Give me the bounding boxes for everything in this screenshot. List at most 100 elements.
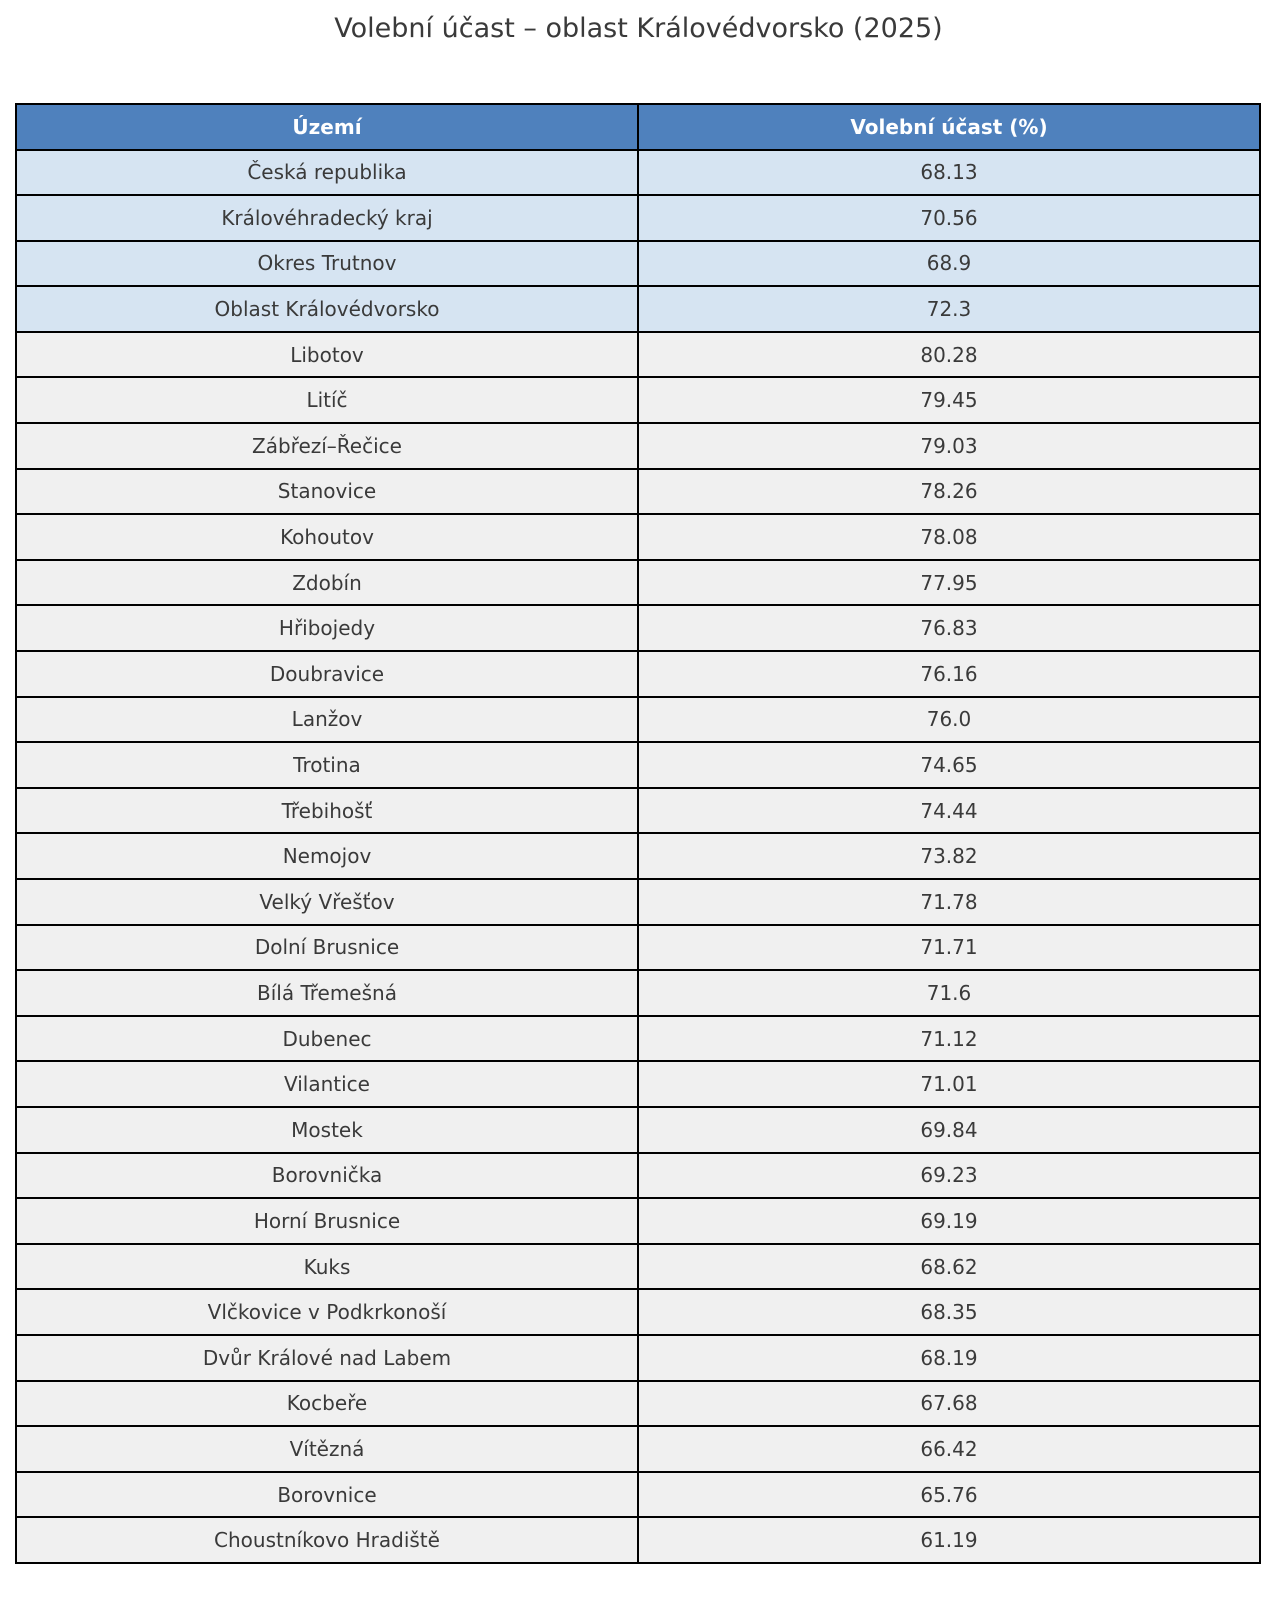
- table-row: Mostek 69.84: [15, 1105, 1261, 1154]
- table-row: Bílá Třemešná 71.6: [15, 969, 1261, 1017]
- turnout-cell: 71.01: [637, 1060, 1261, 1108]
- turnout-cell: 72.3: [637, 285, 1261, 333]
- turnout-cell: 71.78: [637, 878, 1261, 926]
- territory-cell: Borovnice: [15, 1470, 639, 1519]
- turnout-cell: 71.6: [637, 969, 1261, 1017]
- territory-cell: Mostek: [15, 1105, 639, 1154]
- territory-cell: Doubravice: [15, 650, 639, 698]
- table-row: Borovnice 65.76: [15, 1470, 1261, 1519]
- turnout-cell: 69.19: [637, 1197, 1261, 1245]
- column-header-turnout: Volební účast (%): [637, 103, 1261, 151]
- territory-cell: Zdobín: [15, 558, 639, 607]
- territory-cell: Zábřezí–Řečice: [15, 422, 639, 470]
- turnout-cell: 65.76: [637, 1470, 1261, 1519]
- territory-cell: Královéhradecký kraj: [15, 194, 639, 242]
- turnout-cell: 68.13: [637, 148, 1261, 197]
- table-row: Kocbeře 67.68: [15, 1379, 1261, 1428]
- turnout-cell: 76.83: [637, 604, 1261, 653]
- turnout-cell: 74.65: [637, 741, 1261, 789]
- turnout-cell: 78.26: [637, 467, 1261, 516]
- territory-cell: Kohoutov: [15, 513, 639, 561]
- table-row: Litíč 79.45: [15, 376, 1261, 425]
- table-row: Okres Trutnov 68.9: [15, 239, 1261, 288]
- territory-cell: Česká republika: [15, 148, 639, 197]
- territory-cell: Borovnička: [15, 1151, 639, 1200]
- table-row: Stanovice 78.26: [15, 467, 1261, 516]
- table-row: Nemojov 73.82: [15, 832, 1261, 880]
- territory-cell: Dubenec: [15, 1014, 639, 1063]
- table-row: Doubravice 76.16: [15, 650, 1261, 698]
- turnout-cell: 77.95: [637, 558, 1261, 607]
- table-row: Kuks 68.62: [15, 1242, 1261, 1291]
- table-row: Choustníkovo Hradiště 61.19: [15, 1516, 1261, 1564]
- table-row: Velký Vřešťov 71.78: [15, 878, 1261, 926]
- territory-cell: Kuks: [15, 1242, 639, 1291]
- territory-cell: Vilantice: [15, 1060, 639, 1108]
- turnout-cell: 61.19: [637, 1516, 1261, 1564]
- turnout-cell: 76.16: [637, 650, 1261, 698]
- turnout-cell: 70.56: [637, 194, 1261, 242]
- table-row: Zábřezí–Řečice 79.03: [15, 422, 1261, 470]
- table-row: Třebihošť 74.44: [15, 786, 1261, 835]
- table-row: Vítězná 66.42: [15, 1425, 1261, 1473]
- territory-cell: Vítězná: [15, 1425, 639, 1473]
- table-body: Česká republika 68.13 Královéhradecký kraj…: [15, 148, 1261, 1564]
- turnout-cell: 74.44: [637, 786, 1261, 835]
- turnout-cell: 79.03: [637, 422, 1261, 470]
- territory-cell: Dvůr Králové nad Labem: [15, 1333, 639, 1382]
- header-row: Území Volební účast (%): [15, 103, 1261, 151]
- table-row: Zdobín 77.95: [15, 558, 1261, 607]
- territory-cell: Kocbeře: [15, 1379, 639, 1428]
- table-row: Česká republika 68.13: [15, 148, 1261, 197]
- table-row: Trotina 74.65: [15, 741, 1261, 789]
- table-row: Libotov 80.28: [15, 330, 1261, 379]
- table-row: Dolní Brusnice 71.71: [15, 923, 1261, 972]
- territory-cell: Stanovice: [15, 467, 639, 516]
- turnout-cell: 73.82: [637, 832, 1261, 880]
- table-row: Borovnička 69.23: [15, 1151, 1261, 1200]
- table-row: Horní Brusnice 69.19: [15, 1197, 1261, 1245]
- page-title: Volební účast – oblast Královédvorsko (2…: [334, 13, 943, 44]
- territory-cell: Dolní Brusnice: [15, 923, 639, 972]
- turnout-cell: 67.68: [637, 1379, 1261, 1428]
- table-row: Lanžov 76.0: [15, 695, 1261, 744]
- territory-cell: Vlčkovice v Podkrkonoší: [15, 1288, 639, 1336]
- turnout-cell: 68.62: [637, 1242, 1261, 1291]
- territory-cell: Třebihošť: [15, 786, 639, 835]
- territory-cell: Litíč: [15, 376, 639, 425]
- turnout-cell: 68.35: [637, 1288, 1261, 1336]
- turnout-cell: 69.84: [637, 1105, 1261, 1154]
- table-row: Hřibojedy 76.83: [15, 604, 1261, 653]
- table-header: Území Volební účast (%): [15, 103, 1261, 151]
- turnout-cell: 68.9: [637, 239, 1261, 288]
- territory-cell: Velký Vřešťov: [15, 878, 639, 926]
- column-header-territory: Území: [15, 103, 639, 151]
- territory-cell: Hřibojedy: [15, 604, 639, 653]
- turnout-cell: 68.19: [637, 1333, 1261, 1382]
- territory-cell: Nemojov: [15, 832, 639, 880]
- territory-cell: Choustníkovo Hradiště: [15, 1516, 639, 1564]
- territory-cell: Trotina: [15, 741, 639, 789]
- territory-cell: Horní Brusnice: [15, 1197, 639, 1245]
- turnout-table: Území Volební účast (%) Česká republika 6…: [15, 103, 1261, 1564]
- territory-cell: Libotov: [15, 330, 639, 379]
- table-row: Oblast Královédvorsko 72.3: [15, 285, 1261, 333]
- turnout-cell: 71.12: [637, 1014, 1261, 1063]
- territory-cell: Okres Trutnov: [15, 239, 639, 288]
- table-row: Kohoutov 78.08: [15, 513, 1261, 561]
- table-row: Dvůr Králové nad Labem 68.19: [15, 1333, 1261, 1382]
- territory-cell: Oblast Královédvorsko: [15, 285, 639, 333]
- territory-cell: Bílá Třemešná: [15, 969, 639, 1017]
- turnout-cell: 69.23: [637, 1151, 1261, 1200]
- table-row: Vlčkovice v Podkrkonoší 68.35: [15, 1288, 1261, 1336]
- turnout-cell: 78.08: [637, 513, 1261, 561]
- turnout-cell: 76.0: [637, 695, 1261, 744]
- table-row: Vilantice 71.01: [15, 1060, 1261, 1108]
- table-row: Královéhradecký kraj 70.56: [15, 194, 1261, 242]
- turnout-cell: 71.71: [637, 923, 1261, 972]
- table-row: Dubenec 71.12: [15, 1014, 1261, 1063]
- territory-cell: Lanžov: [15, 695, 639, 744]
- turnout-cell: 66.42: [637, 1425, 1261, 1473]
- turnout-cell: 79.45: [637, 376, 1261, 425]
